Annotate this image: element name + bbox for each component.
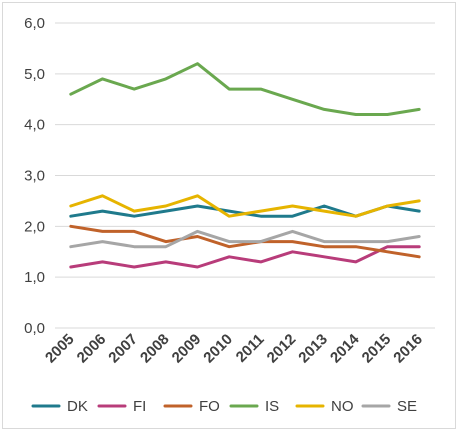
legend-label-is: IS [265,398,279,415]
x-tick-label: 2015 [359,331,395,367]
line-chart: 0,0 1,0 2,0 3,0 4,0 5,0 6,0 2005200620072008200… [24,15,435,415]
legend-label-fo: FO [199,398,220,415]
x-tick-label: 2011 [233,331,268,366]
legend-label-se: SE [397,398,417,415]
y-tick-label: 4,0 [24,117,45,134]
chart-frame: 0,0 1,0 2,0 3,0 4,0 5,0 6,0 2005 2006 2007 2008 200… [2,2,456,429]
y-tick-label: 2,0 [24,218,45,235]
series-lines [69,62,421,269]
gridlines [55,22,435,329]
y-tick-label: 1,0 [24,269,45,286]
series-line-is [69,62,421,116]
x-tick-label: 2007 [105,331,141,367]
x-tick-label: 2009 [169,331,205,367]
legend-label-dk: DK [67,398,88,415]
y-tick-label: 3,0 [24,168,45,185]
series-line-fo [69,224,421,259]
x-tick-label: 2016 [390,331,426,367]
x-tick-label: 2013 [295,331,331,367]
legend: DK FI FO IS NO SE [31,398,417,415]
y-tick-labels: 0,0 1,0 2,0 3,0 4,0 5,0 6,0 [24,15,45,337]
x-tick-label: 2012 [264,331,300,367]
y-tick-label: 0,0 [24,320,45,337]
legend-label-no: NO [331,398,354,415]
x-tick-label: 2008 [137,331,173,367]
x-tick-labels: 2005200620072008200920102011201220132014… [42,330,426,366]
x-tick-label: 2010 [200,331,236,367]
x-tick-label: 2005 [42,331,78,367]
y-tick-label: 6,0 [24,15,45,32]
x-tick-label: 2014 [327,330,363,366]
legend-label-fi: FI [133,398,146,415]
series-line-no [69,194,421,218]
x-tick-label: 2006 [74,331,110,367]
series-line-fi [69,245,421,269]
series-line-se [69,229,421,249]
y-tick-label: 5,0 [24,66,45,83]
